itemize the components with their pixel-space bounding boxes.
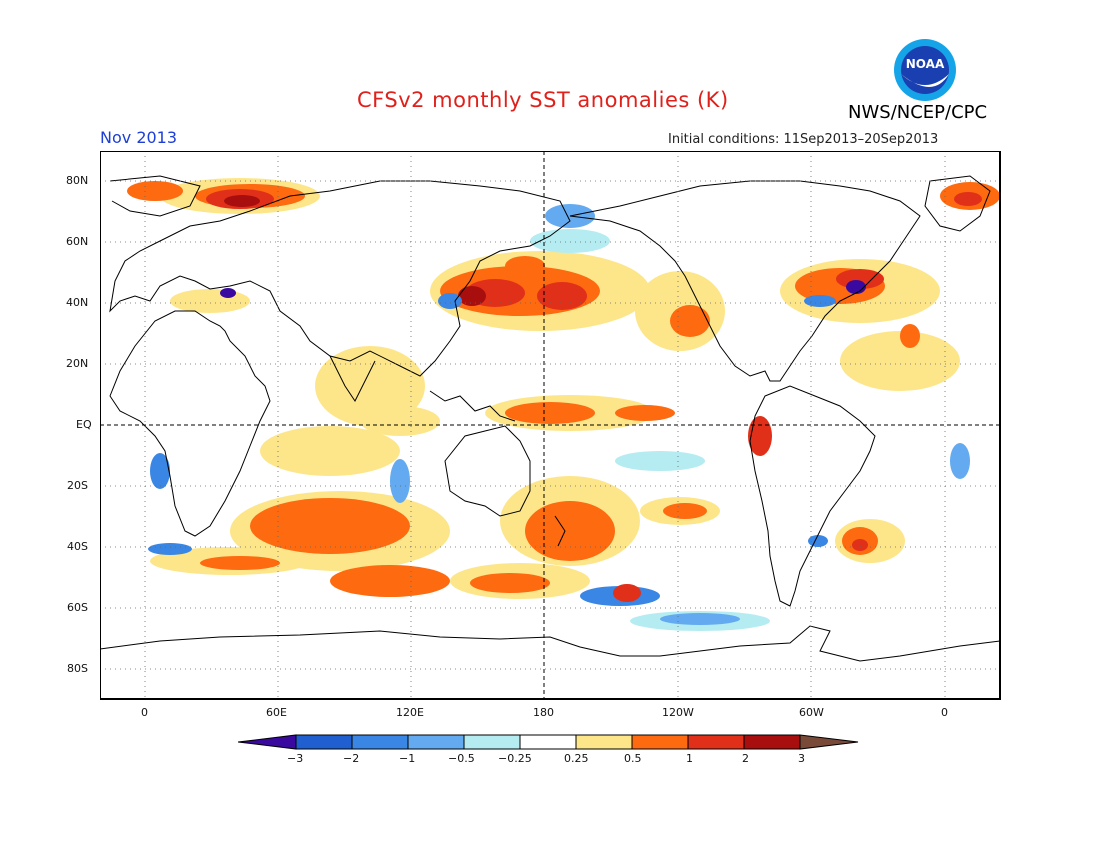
colorbar-swatch — [631, 734, 689, 750]
lon-tick: 0 — [141, 706, 148, 719]
valid-month: Nov 2013 — [100, 128, 178, 147]
lat-tick: 20S — [67, 479, 88, 492]
colorbar-label: 0.25 — [564, 752, 589, 765]
colorbar-label: −2 — [343, 752, 360, 765]
noaa-logo-icon: NOAA — [894, 39, 956, 101]
colorbar-swatch — [743, 734, 801, 750]
svg-text:NOAA: NOAA — [906, 57, 945, 71]
lat-tick: 80S — [67, 662, 88, 675]
lon-tick: 60E — [266, 706, 287, 719]
agency-name: NWS/NCEP/CPC — [848, 102, 988, 123]
lon-tick: 0 — [941, 706, 948, 719]
chart-title: CFSv2 monthly SST anomalies (K) — [357, 88, 729, 112]
colorbar-swatch — [519, 734, 577, 750]
colorbar-label: −3 — [287, 752, 304, 765]
lon-tick: 120E — [396, 706, 424, 719]
lat-tick: 80N — [66, 174, 89, 187]
lat-tick: 20N — [66, 357, 89, 370]
colorbar-swatch — [799, 734, 859, 750]
center-lines — [100, 151, 1000, 699]
colorbar-swatch — [687, 734, 745, 750]
lat-tick: 60N — [66, 235, 89, 248]
colorbar-label: 1 — [686, 752, 693, 765]
colorbar-swatch — [351, 734, 409, 750]
colorbar-label: 0.5 — [624, 752, 642, 765]
colorbar-label: −1 — [399, 752, 416, 765]
colorbar-swatch — [238, 734, 297, 750]
initial-conditions: Initial conditions: 11Sep2013–20Sep2013 — [668, 132, 939, 147]
anomaly-field — [127, 178, 1000, 631]
map-frame — [100, 151, 1001, 700]
graticule — [100, 151, 1000, 699]
lat-tick: 40S — [67, 540, 88, 553]
colorbar-swatch — [575, 734, 633, 750]
colorbar-label: −0.25 — [498, 752, 532, 765]
lon-tick: 120W — [662, 706, 694, 719]
colorbar-swatch — [463, 734, 521, 750]
colorbar-swatch — [295, 734, 353, 750]
colorbar-label: 3 — [798, 752, 805, 765]
lat-tick: 40N — [66, 296, 89, 309]
colorbar-swatch — [407, 734, 465, 750]
colorbar-label: 2 — [742, 752, 749, 765]
lat-tick: 60S — [67, 601, 88, 614]
lon-tick: 60W — [799, 706, 824, 719]
lat-tick: EQ — [76, 418, 92, 431]
coastlines — [100, 175, 1001, 662]
lon-tick: 180 — [533, 706, 554, 719]
colorbar — [238, 734, 859, 750]
sst-anomaly-map — [100, 151, 1001, 700]
colorbar-label: −0.5 — [448, 752, 475, 765]
